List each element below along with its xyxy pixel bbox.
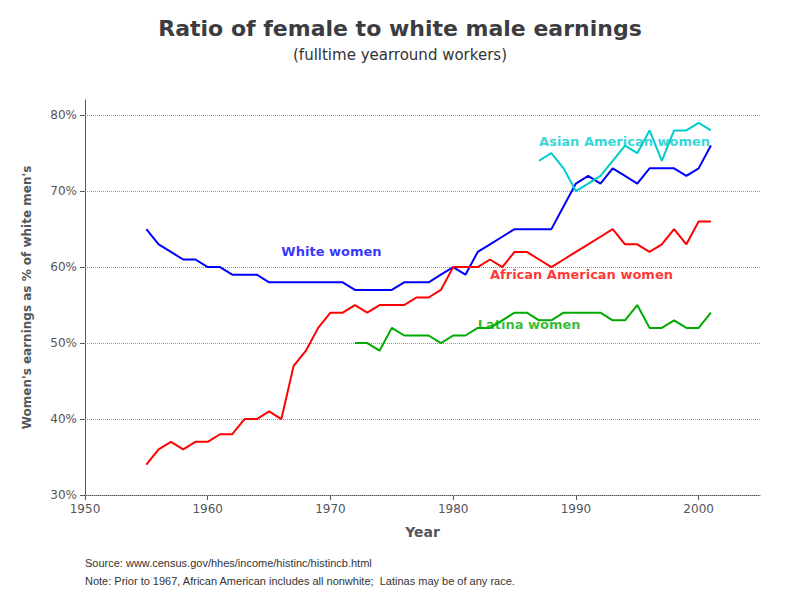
svg-text:Source: www.census.gov/hhes/in: Source: www.census.gov/hhes/income/histi… <box>85 557 372 569</box>
svg-text:(fulltime yearround workers): (fulltime yearround workers) <box>293 46 507 64</box>
svg-text:1950: 1950 <box>70 502 101 516</box>
svg-text:Note: Prior to 1967, African A: Note: Prior to 1967, African American in… <box>85 575 515 587</box>
svg-text:1970: 1970 <box>315 502 346 516</box>
svg-text:60%: 60% <box>50 260 77 274</box>
svg-text:80%: 80% <box>50 108 77 122</box>
svg-text:40%: 40% <box>50 412 77 426</box>
svg-text:Latina women: Latina women <box>478 317 581 332</box>
svg-text:2000: 2000 <box>683 502 714 516</box>
svg-text:White women: White women <box>281 244 381 259</box>
svg-text:70%: 70% <box>50 184 77 198</box>
svg-text:Ratio of female to white male: Ratio of female to white male earnings <box>158 16 641 41</box>
svg-text:1980: 1980 <box>438 502 469 516</box>
svg-text:1990: 1990 <box>561 502 592 516</box>
svg-text:Asian American women: Asian American women <box>539 134 710 149</box>
svg-text:50%: 50% <box>50 336 77 350</box>
svg-text:1960: 1960 <box>192 502 223 516</box>
svg-text:30%: 30% <box>50 488 77 502</box>
svg-text:Year: Year <box>404 524 440 540</box>
svg-text:Women's earnings as % of white: Women's earnings as % of white men's <box>20 166 34 430</box>
svg-text:African American women: African American women <box>490 267 673 282</box>
